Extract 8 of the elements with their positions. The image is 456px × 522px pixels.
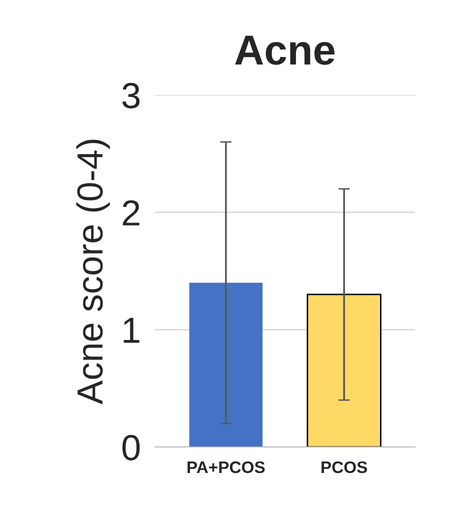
- x-tick-label: PCOS: [322, 461, 368, 474]
- y-tick-label: 2: [122, 200, 140, 226]
- y-tick-label: 3: [122, 82, 140, 108]
- chart-title: Acne: [235, 36, 335, 65]
- y-tick-label: 0: [122, 434, 140, 460]
- y-axis-title: Acne score (0-4): [76, 140, 110, 404]
- y-tick-label: 1: [124, 318, 140, 343]
- x-tick-label: PA+PCOS: [188, 461, 265, 474]
